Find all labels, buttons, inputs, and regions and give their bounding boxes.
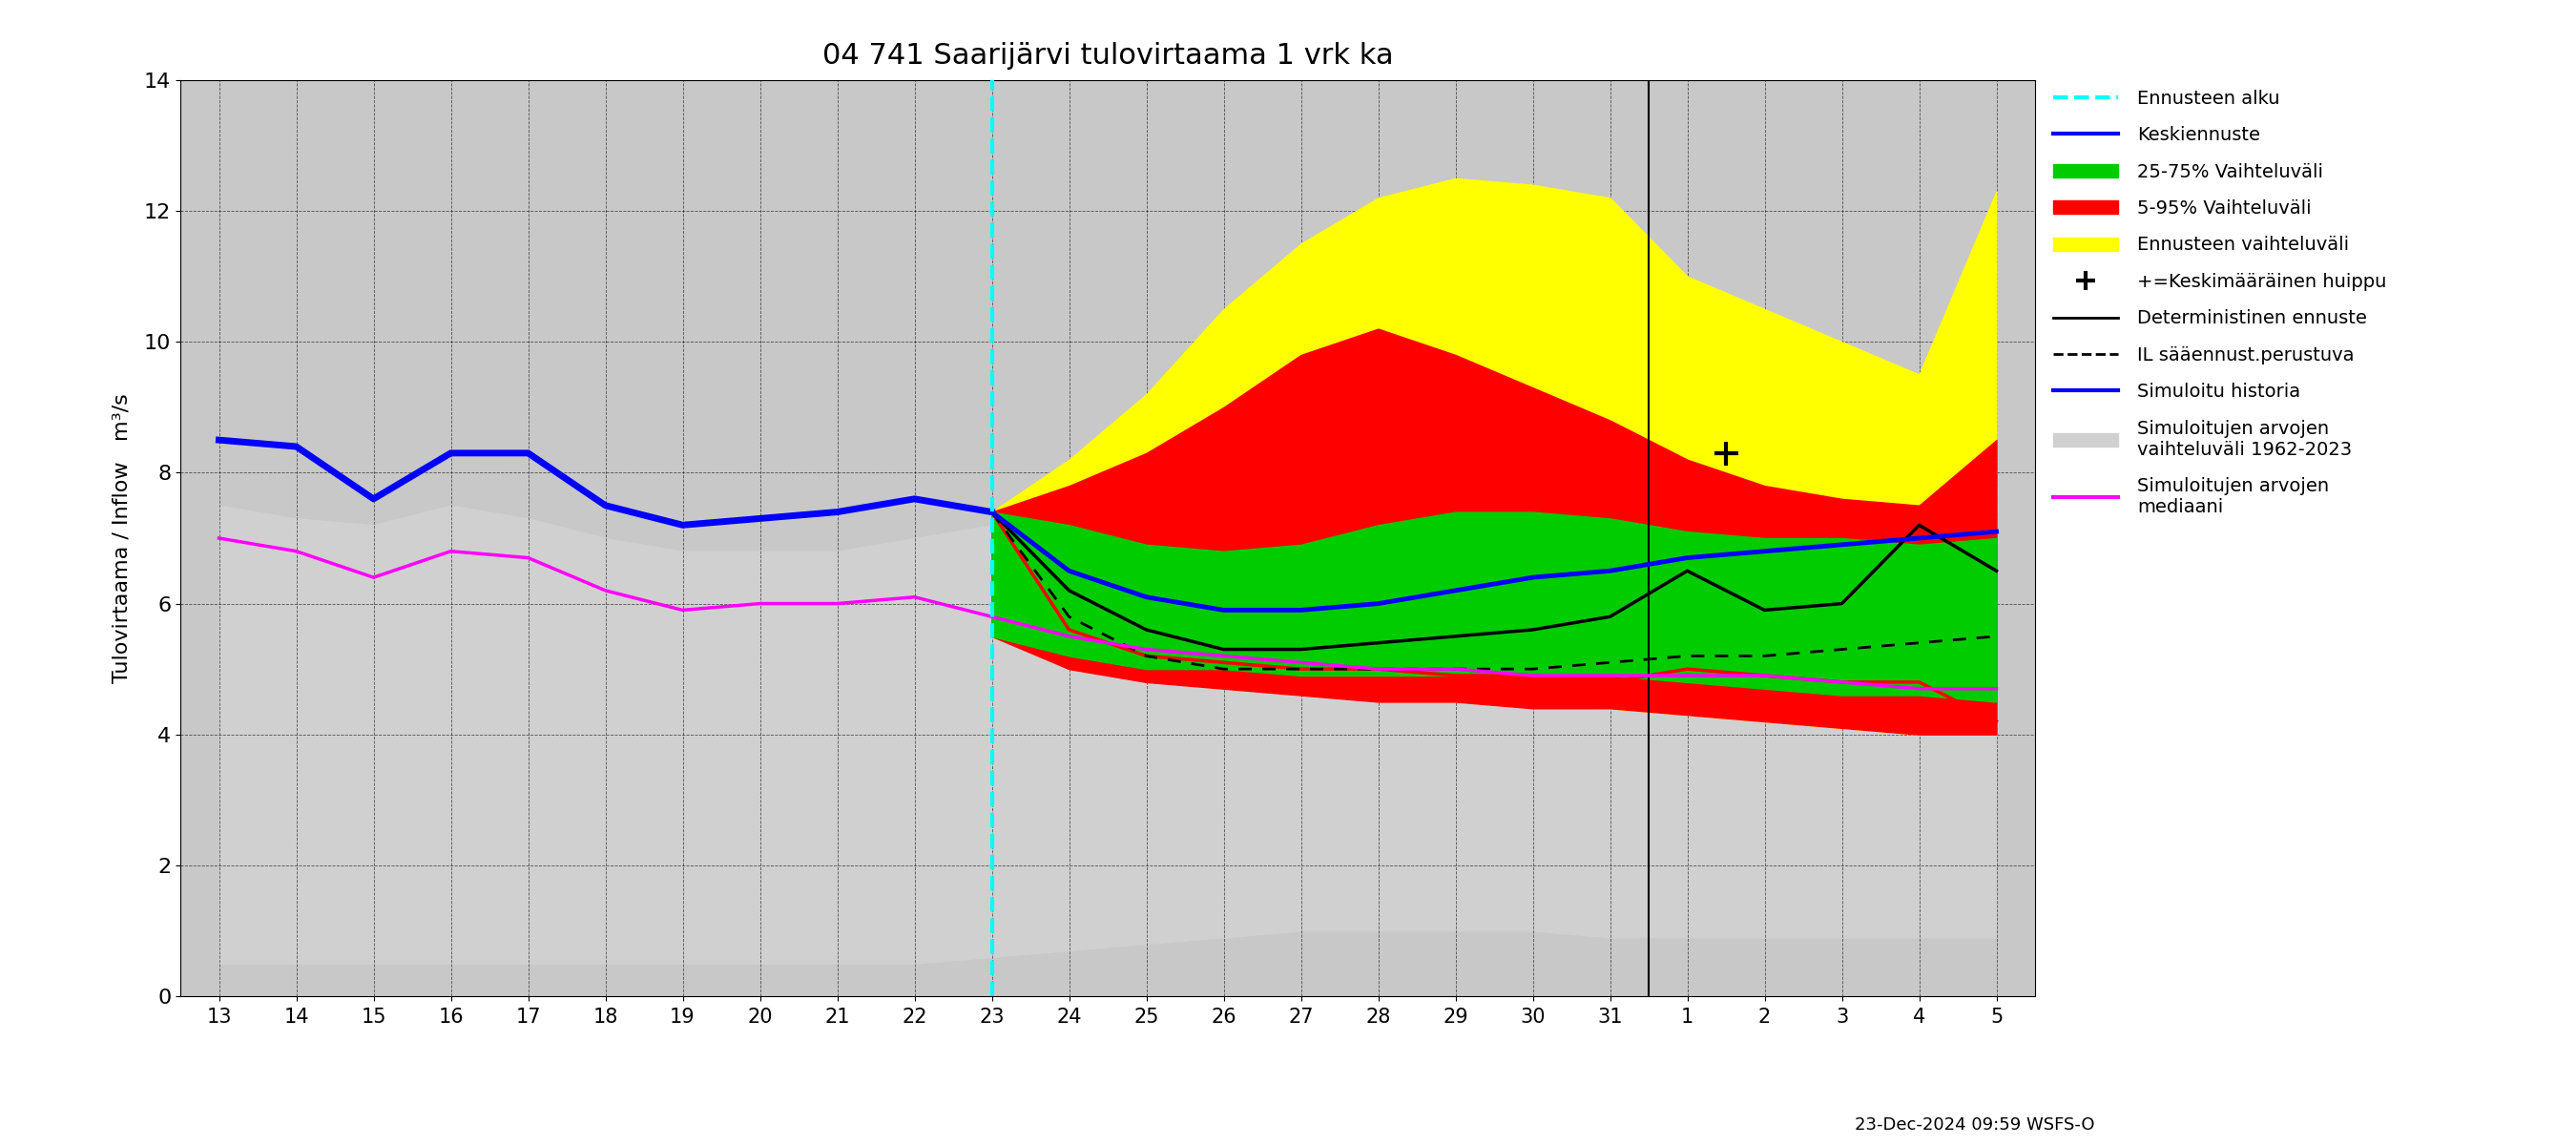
Title: 04 741 Saarijärvi tulovirtaama 1 vrk ka: 04 741 Saarijärvi tulovirtaama 1 vrk ka xyxy=(822,42,1394,70)
Legend: Ennusteen alku, Keskiennuste, 25-75% Vaihteluväli, 5-95% Vaihteluväli, Ennusteen: Ennusteen alku, Keskiennuste, 25-75% Vai… xyxy=(2053,89,2385,516)
Text: 23-Dec-2024 09:59 WSFS-O: 23-Dec-2024 09:59 WSFS-O xyxy=(1855,1116,2094,1134)
Y-axis label: Tulovirtaama / Inflow   m³/s: Tulovirtaama / Inflow m³/s xyxy=(111,393,131,684)
